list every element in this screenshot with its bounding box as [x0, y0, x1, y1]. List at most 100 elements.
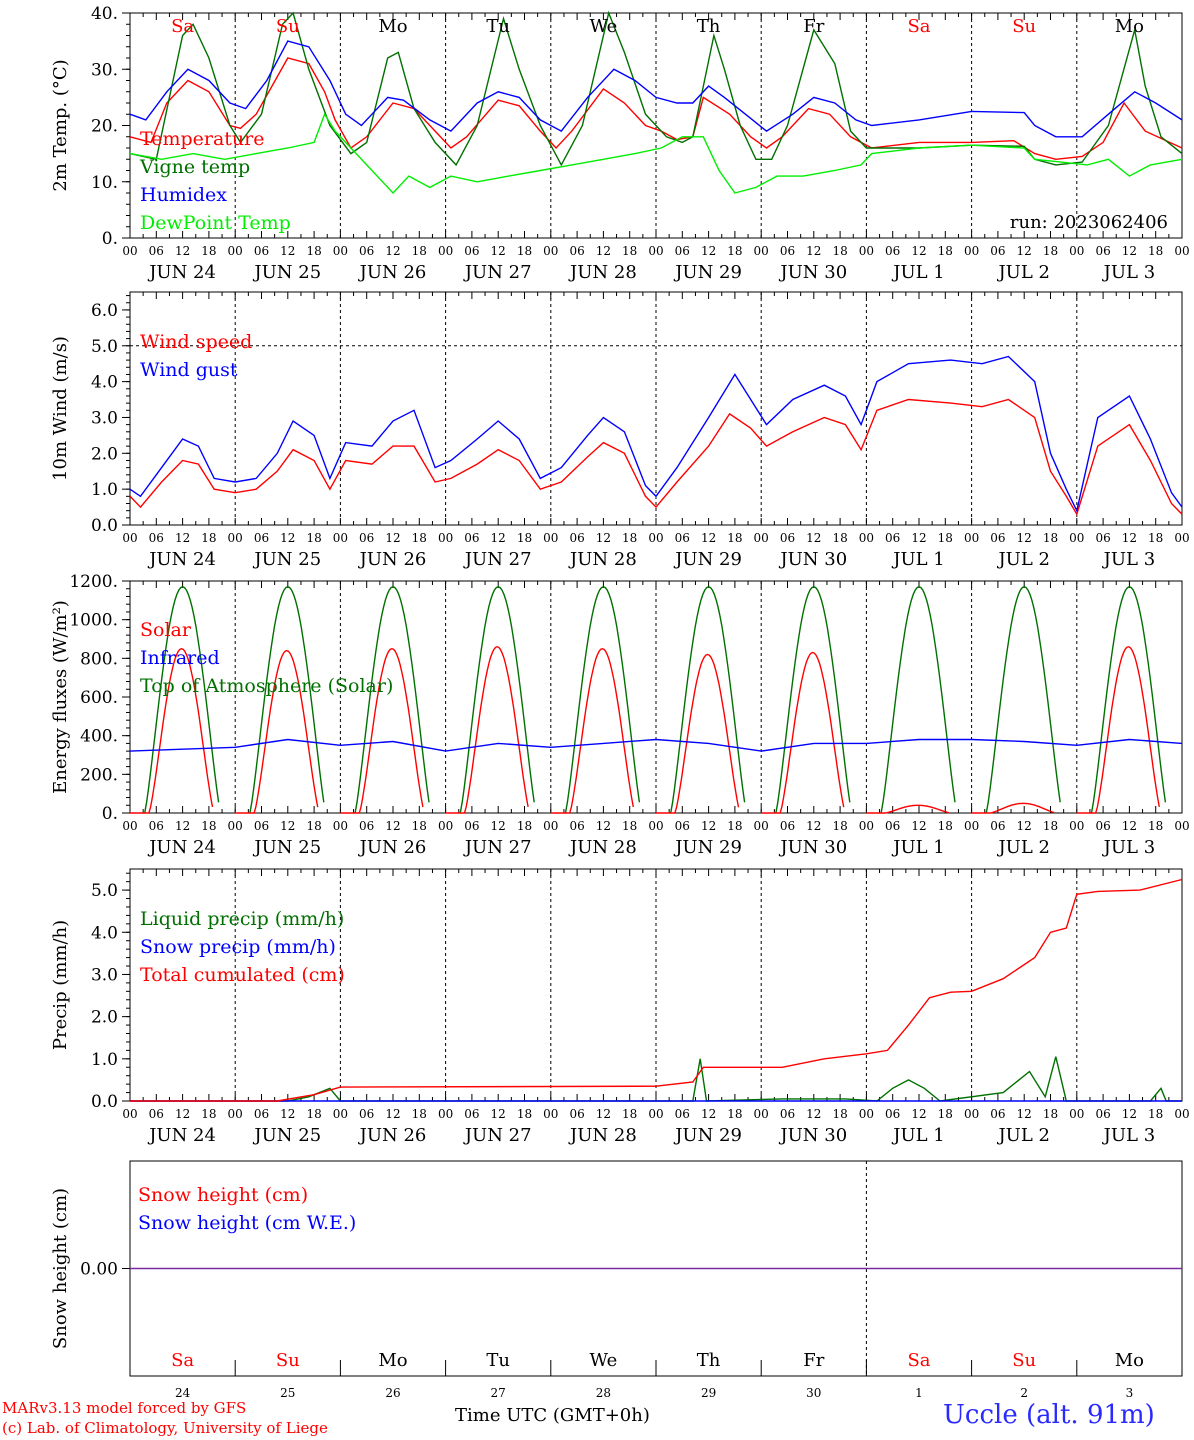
hour-label: 18 — [412, 1107, 427, 1121]
day-label: JUN 27 — [463, 262, 532, 283]
model-credit: MARv3.13 model forced by GFS — [2, 1399, 247, 1417]
hour-label: 00 — [1174, 244, 1189, 258]
y-tick-label: 40. — [91, 4, 118, 24]
hour-label: 18 — [412, 531, 427, 545]
day-label: JUN 30 — [778, 837, 847, 858]
hour-label: 00 — [754, 531, 769, 545]
hour-label: 00 — [859, 531, 874, 545]
hour-label: 12 — [280, 1107, 295, 1121]
hour-label: 00 — [859, 819, 874, 833]
hour-label: 12 — [175, 1107, 190, 1121]
series-line-solar — [340, 647, 424, 814]
y-tick-label: 5.0 — [91, 337, 118, 357]
hour-label: 06 — [990, 244, 1005, 258]
hour-label: 06 — [569, 1107, 584, 1121]
hour-label: 18 — [306, 1107, 321, 1121]
weekday-label: Fr — [803, 16, 824, 37]
day-label: JUL 1 — [891, 837, 945, 858]
y-tick-label: 3.0 — [91, 965, 118, 985]
hour-label: 18 — [727, 819, 742, 833]
day-label: JUL 3 — [1102, 262, 1156, 283]
hour-label: 06 — [990, 819, 1005, 833]
series-line-toa-solar — [249, 586, 325, 814]
y-tick-label: 30. — [91, 60, 118, 80]
hour-label: 12 — [385, 819, 400, 833]
day-label: JUN 30 — [778, 1125, 847, 1146]
hour-label: 18 — [517, 244, 532, 258]
hour-label: 06 — [885, 244, 900, 258]
hour-label: 06 — [780, 531, 795, 545]
hour-label: 00 — [859, 244, 874, 258]
series-line-infrared — [129, 738, 1183, 752]
series-line-solar — [971, 802, 1055, 814]
hour-label: 12 — [280, 531, 295, 545]
snow-height-panel: 0.00 Snow height (cm) Snow height (cm) Snow… — [50, 1160, 1183, 1400]
series-line-solar — [761, 651, 845, 814]
hour-label: 12 — [1122, 244, 1137, 258]
day-label: JUL 1 — [891, 1125, 945, 1146]
hour-label: 12 — [701, 244, 716, 258]
hour-label: 00 — [228, 819, 243, 833]
weekday-label: Tu — [486, 1350, 510, 1371]
hour-label: 12 — [1017, 244, 1032, 258]
y-tick-label: 0.0 — [91, 1092, 118, 1112]
hour-label: 12 — [1122, 819, 1137, 833]
hour-label: 00 — [228, 531, 243, 545]
hour-label: 06 — [254, 1107, 269, 1121]
hour-label: 06 — [885, 819, 900, 833]
hour-label: 12 — [701, 819, 716, 833]
hour-label: 00 — [754, 819, 769, 833]
y-axis-label: 10m Wind (m/s) — [50, 336, 71, 481]
hour-label: 00 — [1069, 244, 1084, 258]
hour-label: 18 — [1148, 531, 1163, 545]
hour-label: 06 — [1095, 1107, 1110, 1121]
hour-label: 00 — [1069, 531, 1084, 545]
series-line-total — [130, 878, 1183, 1102]
y-tick-label: 10. — [91, 173, 118, 193]
hour-label: 18 — [1148, 244, 1163, 258]
hour-label: 18 — [622, 244, 637, 258]
hour-label: 18 — [727, 531, 742, 545]
y-tick-label: 2.0 — [91, 444, 118, 464]
legend-entry: Wind speed — [140, 331, 252, 353]
weekday-label: Su — [276, 1350, 300, 1371]
hour-label: 00 — [543, 1107, 558, 1121]
hour-label: 12 — [806, 531, 821, 545]
day-label: JUN 25 — [252, 262, 321, 283]
hour-label: 12 — [280, 819, 295, 833]
day-label: JUL 1 — [891, 549, 945, 570]
hour-label: 18 — [938, 1107, 953, 1121]
series-line-solar — [1076, 645, 1160, 814]
day-label: JUN 28 — [568, 262, 637, 283]
weekday-label: We — [590, 16, 618, 37]
weekday-label: Fr — [803, 1350, 824, 1371]
weekday-label: Tu — [486, 16, 510, 37]
day-number-label: 2 — [1020, 1386, 1028, 1400]
hour-label: 12 — [596, 1107, 611, 1121]
hour-label: 18 — [201, 244, 216, 258]
hour-label: 00 — [122, 531, 137, 545]
hour-label: 06 — [569, 531, 584, 545]
weekday-label: Th — [697, 16, 721, 37]
y-tick-label: 200. — [80, 765, 118, 785]
run-label: run: 2023062406 — [1010, 212, 1168, 233]
hour-label: 06 — [885, 531, 900, 545]
hour-label: 00 — [754, 244, 769, 258]
day-label: JUN 30 — [778, 262, 847, 283]
hour-label: 12 — [491, 244, 506, 258]
hour-label: 12 — [385, 1107, 400, 1121]
series-line-toa-solar — [985, 586, 1061, 814]
hour-label: 18 — [938, 531, 953, 545]
series-line-toa-solar — [459, 586, 535, 814]
hour-label: 00 — [1174, 1107, 1189, 1121]
hour-label: 18 — [201, 1107, 216, 1121]
hour-label: 12 — [385, 244, 400, 258]
day-label: JUN 29 — [673, 262, 742, 283]
y-tick-label: 0.0 — [91, 516, 118, 536]
hour-label: 06 — [254, 244, 269, 258]
hour-label: 06 — [359, 531, 374, 545]
hour-label: 12 — [175, 531, 190, 545]
hour-label: 18 — [938, 244, 953, 258]
y-tick-label: 5.0 — [91, 881, 118, 901]
hour-label: 00 — [333, 244, 348, 258]
